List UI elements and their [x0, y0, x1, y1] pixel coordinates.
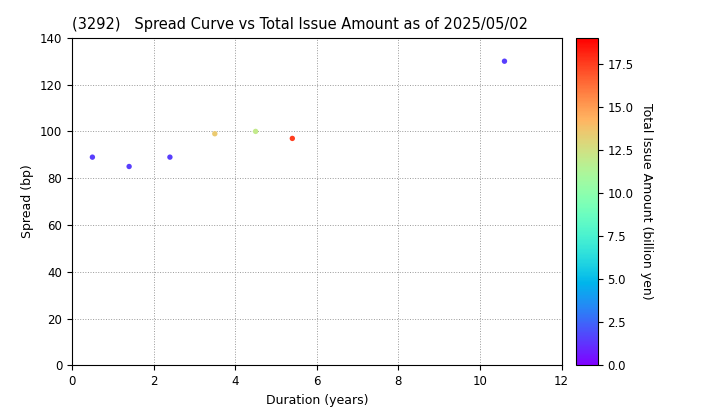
- Point: [86, 154, 98, 160]
- X-axis label: Duration (years): Duration (years): [266, 394, 368, 407]
- Y-axis label: Spread (bp): Spread (bp): [22, 165, 35, 239]
- Point: [209, 130, 220, 137]
- Point: [287, 135, 298, 142]
- Point: [499, 58, 510, 65]
- Text: (3292)   Spread Curve vs Total Issue Amount as of 2025/05/02: (3292) Spread Curve vs Total Issue Amoun…: [72, 18, 528, 32]
- Y-axis label: Total Issue Amount (billion yen): Total Issue Amount (billion yen): [640, 103, 653, 300]
- Point: [250, 128, 261, 135]
- Point: [164, 154, 176, 160]
- Point: [123, 163, 135, 170]
